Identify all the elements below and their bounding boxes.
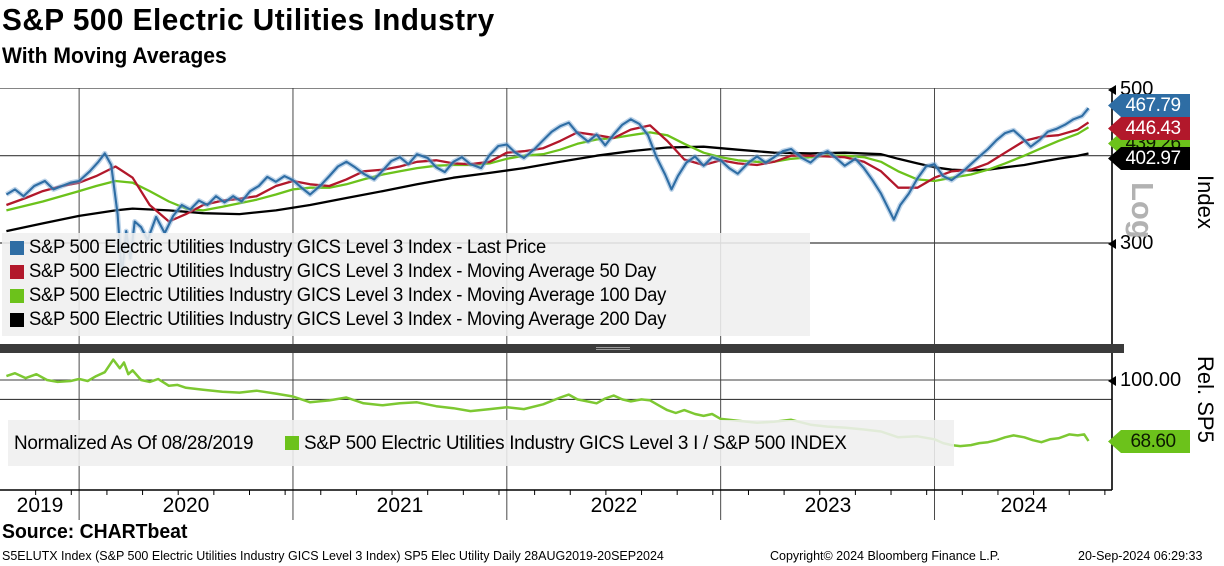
relative-value-label: 68.60 — [1108, 430, 1190, 453]
source-label: Source: CHARTbeat — [2, 521, 188, 543]
lower-axis-title: Rel. SP5 — [1193, 356, 1218, 443]
normalized-as-of-label: Normalized As Of 08/28/2019 — [14, 431, 254, 454]
legend-item-ma100[interactable]: S&P 500 Electric Utilities Industry GICS… — [10, 284, 802, 308]
ma50-swatch-icon — [10, 265, 24, 279]
log-scale-indicator[interactable]: Log — [1125, 182, 1160, 239]
x-tick-2021: 2021 — [376, 494, 424, 517]
page-subtitle: With Moving Averages — [2, 43, 227, 68]
legend-item-ma50[interactable]: S&P 500 Electric Utilities Industry GICS… — [10, 260, 802, 284]
price-label-ma50: 446.43 — [1108, 117, 1190, 140]
x-tick-2022: 2022 — [590, 494, 638, 517]
legend-label: S&P 500 Electric Utilities Industry GICS… — [29, 309, 667, 330]
legend-label: S&P 500 Electric Utilities Industry GICS… — [29, 261, 657, 282]
price-label-last: 467.79 — [1108, 94, 1190, 117]
footer-copyright: Copyright© 2024 Bloomberg Finance L.P. — [770, 549, 1000, 563]
tick-arrow-icon — [1108, 375, 1116, 386]
page-title: S&P 500 Electric Utilities Industry — [2, 2, 495, 37]
divider-grip-icon[interactable] — [596, 346, 630, 351]
tick-arrow-icon — [1108, 84, 1116, 95]
x-tick-2024: 2024 — [1000, 494, 1048, 517]
panel-resize-divider[interactable] — [0, 344, 1124, 353]
main-axis-title: Index — [1193, 175, 1218, 229]
tick-arrow-icon — [1108, 238, 1116, 249]
relative-swatch-icon — [284, 436, 299, 450]
ma100-swatch-icon — [10, 289, 24, 303]
last-price-swatch-icon — [10, 241, 24, 255]
footer-timestamp: 20-Sep-2024 06:29:33 — [1078, 549, 1203, 563]
x-tick-2020: 2020 — [162, 494, 210, 517]
price-label-ma200: 402.97 — [1108, 147, 1190, 170]
ma200-swatch-icon — [10, 313, 24, 327]
x-tick-2023: 2023 — [804, 494, 852, 517]
relative-legend-label[interactable]: S&P 500 Electric Utilities Industry GICS… — [303, 431, 847, 454]
y-tick-300: 300 — [1108, 232, 1159, 255]
lower-legend: Normalized As Of 08/28/2019 S&P 500 Elec… — [8, 420, 954, 466]
legend-item-last-price[interactable]: S&P 500 Electric Utilities Industry GICS… — [10, 236, 802, 260]
main-legend: S&P 500 Electric Utilities Industry GICS… — [2, 233, 810, 336]
legend-label: S&P 500 Electric Utilities Industry GICS… — [29, 285, 667, 306]
footer-security-description: S5ELUTX Index (S&P 500 Electric Utilitie… — [2, 549, 664, 563]
legend-label: S&P 500 Electric Utilities Industry GICS… — [29, 237, 546, 258]
x-tick-2019: 2019 — [16, 494, 64, 517]
y-tick-100: 100.00 — [1108, 369, 1187, 392]
legend-item-ma200[interactable]: S&P 500 Electric Utilities Industry GICS… — [10, 308, 802, 332]
